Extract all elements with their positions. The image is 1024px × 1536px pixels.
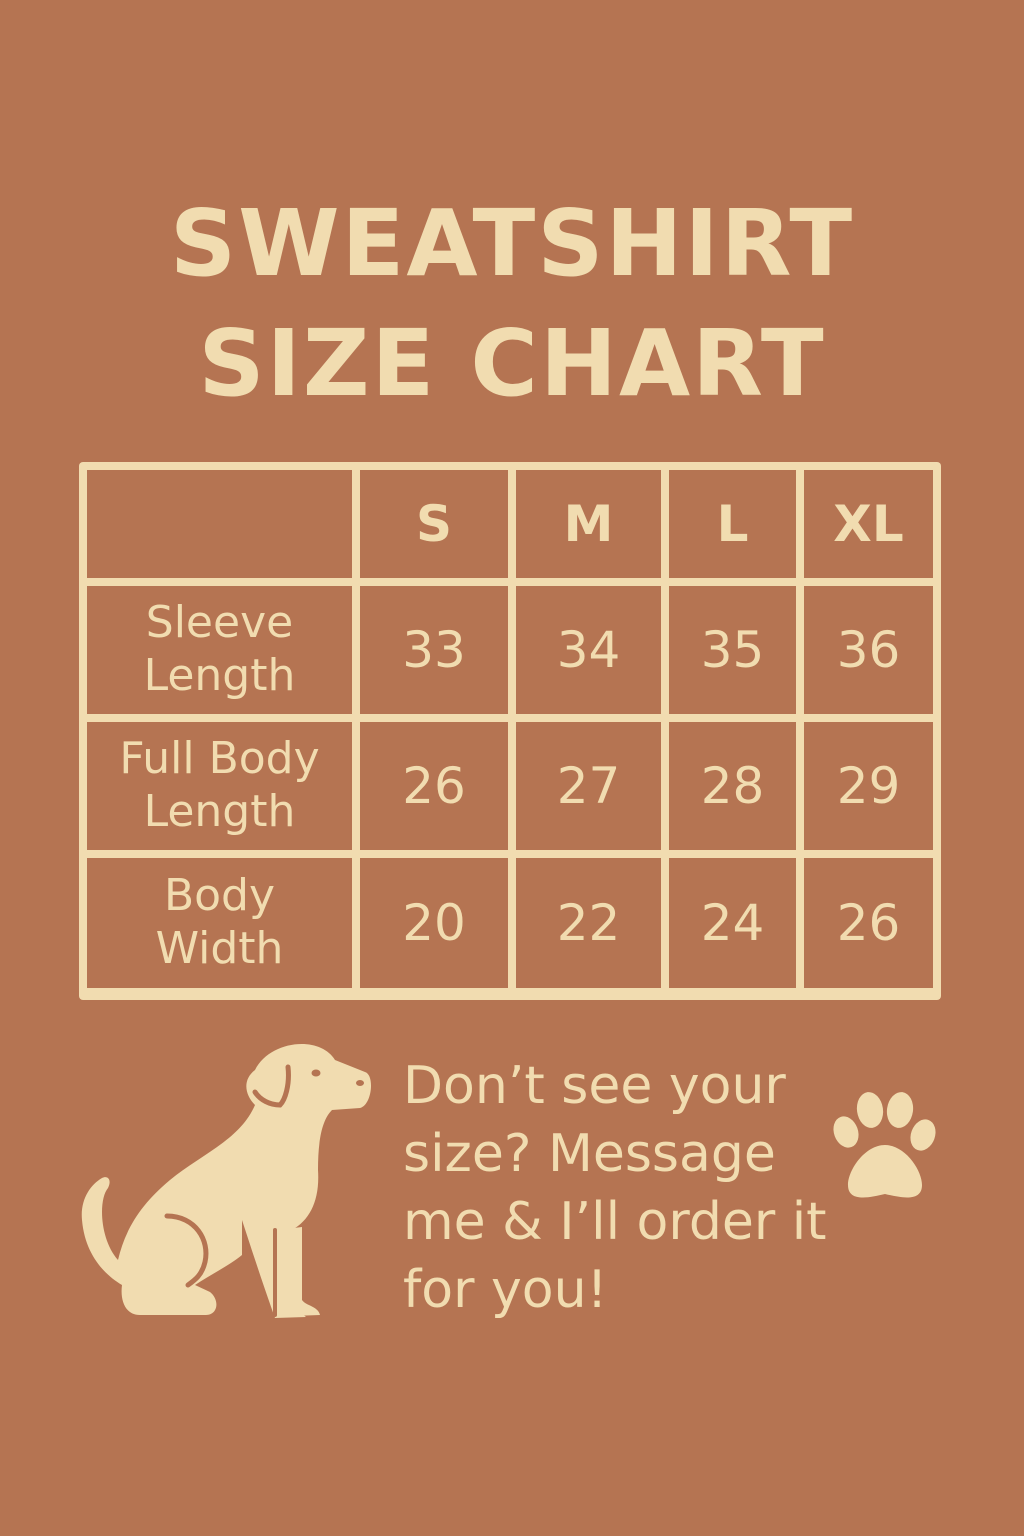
table-cell: 26 <box>804 858 933 988</box>
col-header-l: L <box>669 470 796 578</box>
label-line: Full Body <box>119 733 320 785</box>
table-cell: 36 <box>804 586 933 714</box>
table-cell: 34 <box>516 586 661 714</box>
table-cell: 33 <box>360 586 508 714</box>
table-cell: 26 <box>360 722 508 850</box>
size-table: S M L XL Sleeve Length 33 34 35 36 Full B… <box>79 462 941 1000</box>
label-line: Sleeve <box>145 597 294 649</box>
row-label-sleeve-length: Sleeve Length <box>87 586 352 714</box>
sitting-dog-icon <box>81 1043 372 1318</box>
col-header-xl: XL <box>804 470 933 578</box>
table-cell: 35 <box>669 586 796 714</box>
paw-print-icon <box>833 1092 936 1198</box>
table-cell: 20 <box>360 858 508 988</box>
row-label-full-body-length: Full Body Length <box>87 722 352 850</box>
table-cell: 22 <box>516 858 661 988</box>
label-line: Width <box>155 923 284 974</box>
label-line: Body <box>163 870 276 922</box>
table-cell: 27 <box>516 722 661 850</box>
title-line-1: SWEATSHIRT <box>169 190 855 297</box>
table-cell: 29 <box>804 722 933 850</box>
custom-order-message: Don’t see your size? Message me & I’ll o… <box>403 1056 827 1320</box>
table-cell: 24 <box>669 858 796 988</box>
row-label-body-width: Body Width <box>87 858 352 988</box>
title-line-2: SIZE CHART <box>198 310 826 417</box>
label-line: Length <box>143 786 296 837</box>
corner-cell <box>87 470 352 578</box>
col-header-s: S <box>360 470 508 578</box>
col-header-m: M <box>516 470 661 578</box>
table-cell: 28 <box>669 722 796 850</box>
label-line: Length <box>143 650 296 701</box>
